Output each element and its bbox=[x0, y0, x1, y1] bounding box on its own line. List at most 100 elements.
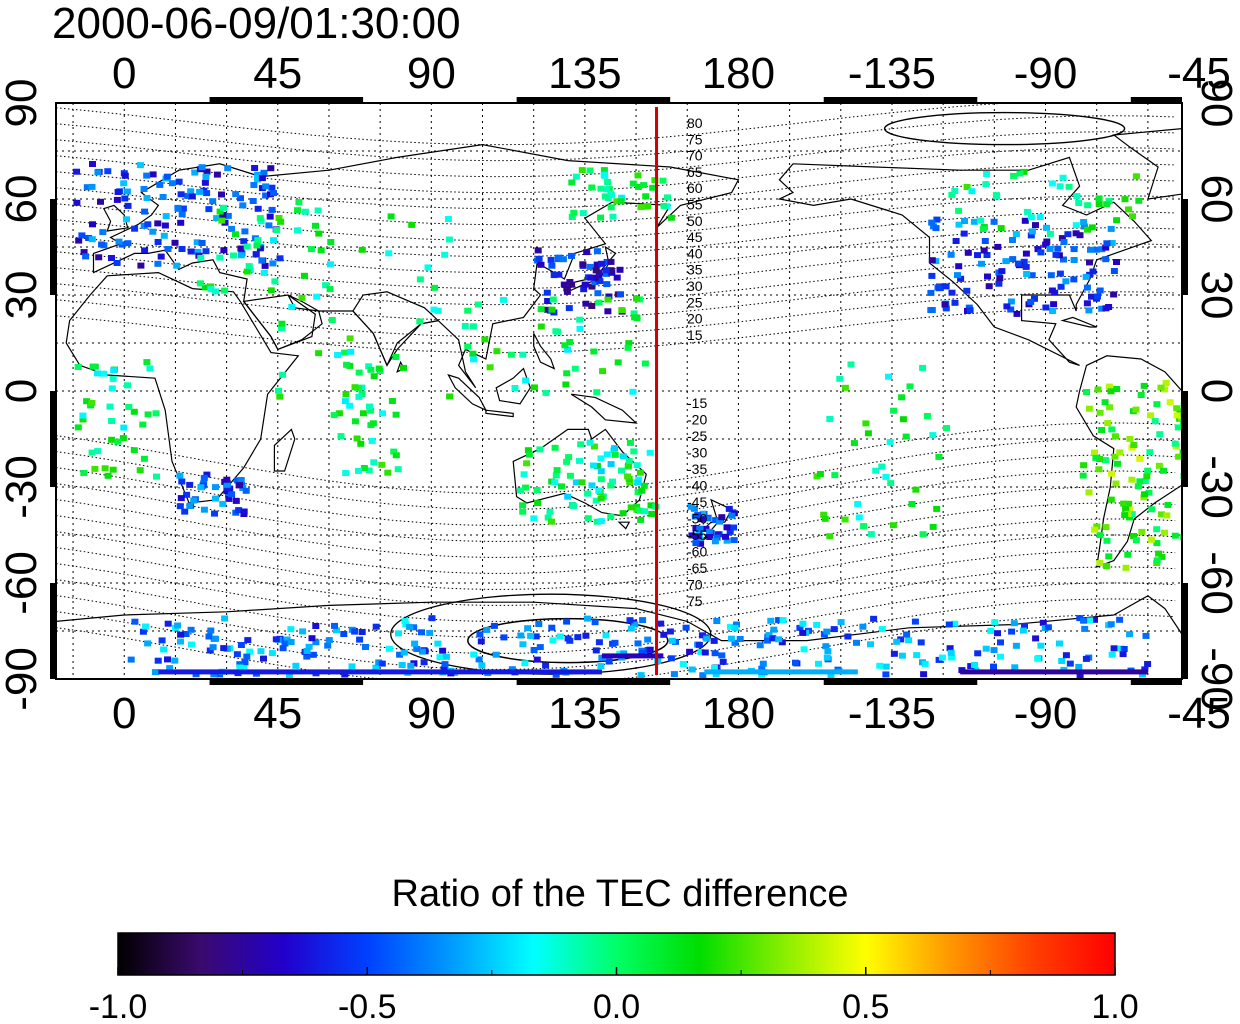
tec-cell bbox=[171, 239, 179, 246]
tec-cell bbox=[609, 478, 616, 485]
tec-cell bbox=[1086, 617, 1094, 624]
tec-cell bbox=[1098, 427, 1106, 433]
tec-cell bbox=[469, 323, 477, 330]
tec-cell bbox=[1110, 268, 1118, 274]
tec-cell bbox=[630, 448, 638, 455]
tec-cell bbox=[588, 303, 596, 309]
tec-cell bbox=[522, 377, 530, 384]
tec-cell bbox=[537, 323, 545, 330]
contour-line bbox=[56, 566, 1176, 638]
tec-cell bbox=[723, 524, 731, 531]
tec-cell bbox=[593, 248, 601, 255]
tec-cell bbox=[996, 275, 1004, 282]
tec-cell bbox=[177, 631, 185, 638]
tec-cell bbox=[407, 662, 415, 669]
tec-cell bbox=[1110, 645, 1118, 652]
tec-cell bbox=[725, 505, 733, 512]
contour-line bbox=[56, 614, 1176, 679]
tec-cell bbox=[759, 660, 767, 667]
tec-cell bbox=[568, 179, 576, 186]
tec-cell bbox=[340, 631, 348, 637]
tec-cell bbox=[270, 237, 277, 244]
tec-cell bbox=[796, 624, 804, 631]
tec-cell bbox=[1096, 560, 1104, 566]
tec-cell bbox=[555, 254, 563, 261]
tec-cell bbox=[1064, 231, 1072, 238]
tec-cell bbox=[1046, 230, 1054, 237]
tec-cell bbox=[277, 218, 285, 225]
tec-cell bbox=[1110, 291, 1118, 298]
tec-cell bbox=[218, 191, 225, 198]
contour-line bbox=[56, 550, 1176, 622]
tec-cell bbox=[1101, 457, 1109, 464]
tec-cell bbox=[275, 215, 283, 221]
tec-cell bbox=[326, 261, 334, 268]
tec-cell bbox=[1161, 529, 1168, 536]
coastline bbox=[533, 333, 556, 370]
tec-cell bbox=[826, 533, 834, 540]
tec-cell bbox=[611, 639, 619, 646]
tec-cell bbox=[164, 620, 172, 627]
lat-tick-label-right: -60 bbox=[1192, 551, 1240, 615]
tec-cell bbox=[152, 410, 160, 417]
tec-cell bbox=[1122, 506, 1130, 512]
tec-cell bbox=[113, 260, 121, 266]
tec-cell bbox=[1216, 540, 1223, 546]
tec-cell bbox=[602, 632, 610, 639]
tec-cell bbox=[588, 283, 596, 290]
tec-data-cells bbox=[73, 161, 1223, 679]
tec-cell bbox=[608, 192, 615, 199]
tec-cell bbox=[1037, 642, 1045, 649]
tec-cell bbox=[629, 388, 637, 395]
tec-cell bbox=[929, 432, 937, 439]
tec-cell bbox=[536, 446, 544, 453]
tec-cell bbox=[146, 365, 154, 372]
tec-cell bbox=[260, 169, 268, 176]
tec-cell bbox=[640, 482, 648, 489]
tec-cell bbox=[315, 230, 323, 237]
tec-cell bbox=[1102, 524, 1110, 531]
tec-cell bbox=[719, 658, 727, 665]
tec-cell bbox=[362, 644, 369, 650]
tec-cell bbox=[870, 615, 878, 622]
tec-cell bbox=[951, 299, 959, 306]
tec-cell bbox=[966, 307, 974, 314]
tec-cell bbox=[824, 648, 832, 655]
tec-cell bbox=[535, 621, 543, 627]
tec-cell bbox=[927, 289, 935, 296]
tec-cell bbox=[370, 373, 378, 380]
tec-cell bbox=[1010, 172, 1018, 179]
tec-cell bbox=[624, 344, 632, 351]
tec-cell bbox=[1102, 244, 1110, 251]
frame-bar-right bbox=[1182, 199, 1188, 295]
coastline bbox=[495, 367, 531, 405]
contour-label: 75 bbox=[687, 593, 703, 609]
tec-cell bbox=[143, 172, 151, 179]
tec-cell bbox=[483, 626, 491, 633]
tec-cell bbox=[1157, 384, 1165, 391]
tec-cell bbox=[278, 320, 286, 327]
contour-line bbox=[56, 518, 1176, 590]
tec-cell bbox=[659, 177, 667, 184]
tec-cell bbox=[413, 646, 421, 652]
contour-label: 70 bbox=[687, 148, 703, 164]
tec-cell bbox=[358, 246, 366, 253]
coastline bbox=[1075, 355, 1182, 568]
tec-cell bbox=[73, 199, 81, 206]
tec-cell bbox=[1062, 652, 1070, 659]
frame-bar-top bbox=[1130, 97, 1182, 103]
tec-cell bbox=[605, 293, 613, 300]
tec-cell bbox=[941, 301, 949, 308]
tec-cell bbox=[1052, 251, 1060, 258]
tec-cell bbox=[1059, 174, 1067, 181]
tec-cell bbox=[1085, 307, 1093, 314]
tec-cell bbox=[153, 473, 160, 480]
contour-label: 15 bbox=[687, 327, 703, 343]
tec-cell bbox=[882, 671, 890, 678]
tec-cell bbox=[1105, 197, 1113, 204]
tec-cell bbox=[947, 649, 955, 656]
tec-cell bbox=[647, 502, 655, 509]
tec-cell bbox=[179, 205, 187, 212]
tec-cell bbox=[932, 225, 940, 232]
tec-cell bbox=[603, 451, 611, 458]
